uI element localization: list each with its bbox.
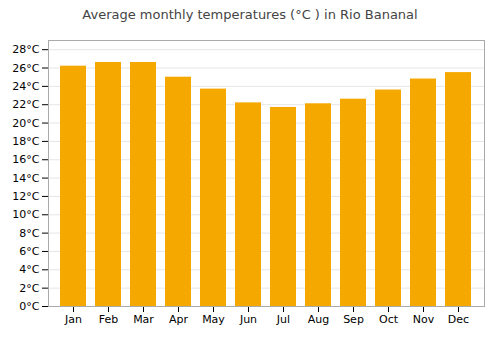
svg-text:2°C: 2°C: [19, 282, 39, 295]
svg-text:12°C: 12°C: [12, 190, 39, 203]
svg-text:Apr: Apr: [169, 313, 189, 326]
svg-text:Jan: Jan: [64, 313, 82, 326]
svg-text:Dec: Dec: [448, 313, 469, 326]
svg-text:4°C: 4°C: [19, 263, 39, 276]
svg-text:8°C: 8°C: [19, 227, 39, 240]
svg-text:20°C: 20°C: [12, 117, 39, 130]
svg-text:18°C: 18°C: [12, 135, 39, 148]
svg-text:26°C: 26°C: [12, 62, 39, 75]
svg-text:Jul: Jul: [276, 313, 290, 326]
svg-text:Mar: Mar: [133, 313, 154, 326]
svg-text:28°C: 28°C: [12, 43, 39, 56]
svg-text:Feb: Feb: [99, 313, 118, 326]
svg-text:Jun: Jun: [239, 313, 257, 326]
svg-text:Sep: Sep: [343, 313, 364, 326]
svg-text:24°C: 24°C: [12, 80, 39, 93]
svg-text:Oct: Oct: [379, 313, 399, 326]
svg-text:16°C: 16°C: [12, 153, 39, 166]
svg-text:22°C: 22°C: [12, 98, 39, 111]
svg-text:Aug: Aug: [308, 313, 329, 326]
html-text:Average monthly temperatures (: Average monthly temperatures (°C ) in Ri…: [82, 7, 418, 22]
svg-text:6°C: 6°C: [19, 245, 39, 258]
svg-text:Nov: Nov: [413, 313, 435, 326]
svg-text:May: May: [202, 313, 225, 326]
svg-text:14°C: 14°C: [12, 172, 39, 185]
svg-text:0°C: 0°C: [19, 300, 39, 313]
svg-text:10°C: 10°C: [12, 208, 39, 221]
